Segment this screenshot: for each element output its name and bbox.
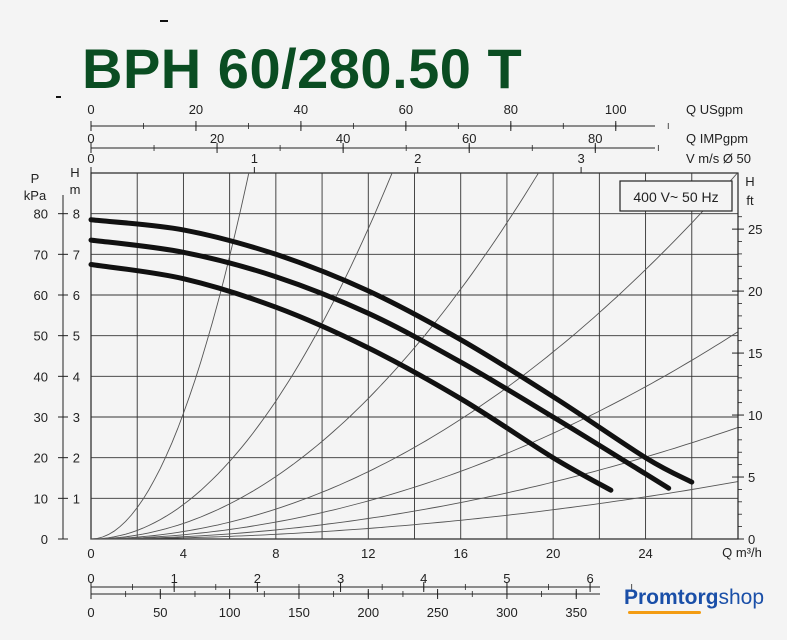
kpa-tick-label: 70 bbox=[34, 247, 48, 262]
brand-underline bbox=[628, 611, 701, 614]
ft-tick-label: 10 bbox=[748, 408, 762, 423]
bottom-axis-tick-label: 350 bbox=[565, 605, 587, 620]
pump-curve bbox=[88, 217, 695, 485]
system-curve bbox=[90, 172, 539, 540]
velocity-tick-label: 1 bbox=[251, 151, 258, 166]
brand-part1: Promtorg bbox=[624, 586, 719, 609]
system-curve bbox=[91, 331, 739, 540]
bottom-axis-tick-label: 5 bbox=[503, 571, 510, 586]
y-tick-label-m: 4 bbox=[73, 369, 80, 384]
y-tick-label-m: 1 bbox=[73, 491, 80, 506]
top-axis-title: Q IMPgpm bbox=[686, 131, 748, 146]
bottom-axis-tick-label: 2 bbox=[254, 571, 261, 586]
top-axis-tick-label: 20 bbox=[210, 131, 224, 146]
top-axis-tick-label: 40 bbox=[336, 131, 350, 146]
y-tick-label-m: 3 bbox=[73, 410, 80, 425]
pump-curve bbox=[88, 237, 672, 491]
y-tick-label-m: 5 bbox=[73, 329, 80, 344]
grid bbox=[90, 172, 739, 540]
x-tick-label-m3h: 16 bbox=[453, 546, 467, 561]
kpa-tick-label: 30 bbox=[34, 410, 48, 425]
bottom-axis-tick-label: 250 bbox=[427, 605, 449, 620]
pump-curves bbox=[88, 217, 695, 493]
bottom-axis-tick-label: 150 bbox=[288, 605, 310, 620]
y-tick-label-m: 7 bbox=[73, 247, 80, 262]
pump-curve bbox=[88, 262, 614, 493]
top-axis-tick-label: 60 bbox=[462, 131, 476, 146]
h-axis-title: H bbox=[70, 165, 79, 180]
top-axis-tick-label: 80 bbox=[588, 131, 602, 146]
kpa-tick-label: 20 bbox=[34, 451, 48, 466]
top-axis-tick-label: 80 bbox=[504, 102, 518, 117]
axis-labels: 1234567801020304050607080PkPaHm051015202… bbox=[24, 102, 763, 620]
system-curve bbox=[90, 172, 393, 540]
legend-box: 400 V~ 50 Hz bbox=[619, 180, 733, 212]
top-axis-tick-label: 40 bbox=[294, 102, 308, 117]
x-tick-label-m3h: 0 bbox=[87, 546, 94, 561]
bottom-axis-tick-label: 4 bbox=[420, 571, 427, 586]
chart-title: BPH 60/280.50 T bbox=[82, 37, 523, 100]
bottom-axis-tick-label: 1 bbox=[171, 571, 178, 586]
x-tick-label-m3h: 4 bbox=[180, 546, 187, 561]
y-tick-label-m: 8 bbox=[73, 207, 80, 222]
velocity-tick-label: 0 bbox=[87, 151, 94, 166]
top-axis-tick-label: 20 bbox=[189, 102, 203, 117]
x-tick-label-m3h: 12 bbox=[361, 546, 375, 561]
ft-axis-title: H bbox=[745, 174, 754, 189]
ft-tick-label: 0 bbox=[748, 532, 755, 547]
ft-tick-label: 15 bbox=[748, 346, 762, 361]
x-tick-label-m3h: 24 bbox=[638, 546, 652, 561]
decorative-dash bbox=[56, 96, 61, 98]
system-curve bbox=[90, 172, 250, 540]
decorative-dash bbox=[160, 20, 168, 22]
kpa-tick-label: 80 bbox=[34, 207, 48, 222]
top-axis-tick-label: 60 bbox=[399, 102, 413, 117]
kpa-tick-label: 60 bbox=[34, 288, 48, 303]
y-tick-label-m: 2 bbox=[73, 451, 80, 466]
bottom-axis-tick-label: 100 bbox=[219, 605, 241, 620]
ft-tick-label: 20 bbox=[748, 284, 762, 299]
axes bbox=[58, 121, 744, 599]
kpa-tick-label: 50 bbox=[34, 329, 48, 344]
bottom-axis-tick-label: 3 bbox=[337, 571, 344, 586]
x-tick-label-m3h: 8 bbox=[272, 546, 279, 561]
system-curve bbox=[91, 481, 739, 540]
ft-axis-unit: ft bbox=[746, 193, 754, 208]
legend-label: 400 V~ 50 Hz bbox=[633, 189, 718, 205]
y-tick-label-m: 6 bbox=[73, 288, 80, 303]
kpa-tick-label: 40 bbox=[34, 369, 48, 384]
x-tick-label-m3h: 20 bbox=[546, 546, 560, 561]
bottom-axis-tick-label: 0 bbox=[87, 605, 94, 620]
bottom-axis-tick-label: 6 bbox=[586, 571, 593, 586]
top-axis-tick-label: 0 bbox=[87, 102, 94, 117]
velocity-axis-title: V m/s Ø 50 bbox=[686, 151, 751, 166]
system-curve bbox=[91, 172, 738, 540]
brand-logo: Promtorgshop bbox=[624, 586, 764, 610]
bottom-axis-tick-label: 0 bbox=[87, 571, 94, 586]
brand-part2: shop bbox=[718, 586, 765, 609]
bottom-axis-tick-label: 300 bbox=[496, 605, 518, 620]
h-axis-unit: m bbox=[70, 182, 81, 197]
velocity-tick-label: 2 bbox=[414, 151, 421, 166]
kpa-axis-title: P bbox=[31, 171, 40, 186]
bottom-axis-tick-label: 200 bbox=[357, 605, 379, 620]
bottom-axis-tick-label: 50 bbox=[153, 605, 167, 620]
velocity-tick-label: 3 bbox=[577, 151, 584, 166]
kpa-tick-label: 10 bbox=[34, 491, 48, 506]
top-axis-tick-label: 100 bbox=[605, 102, 627, 117]
ft-tick-label: 25 bbox=[748, 222, 762, 237]
top-axis-tick-label: 0 bbox=[87, 131, 94, 146]
ft-tick-label: 5 bbox=[748, 470, 755, 485]
top-axis-title: Q USgpm bbox=[686, 102, 743, 117]
kpa-tick-label: 0 bbox=[41, 532, 48, 547]
x-axis-title: Q m³/h bbox=[722, 545, 762, 560]
kpa-axis-unit: kPa bbox=[24, 188, 47, 203]
legend-frame bbox=[619, 180, 733, 212]
system-curves bbox=[90, 172, 739, 540]
